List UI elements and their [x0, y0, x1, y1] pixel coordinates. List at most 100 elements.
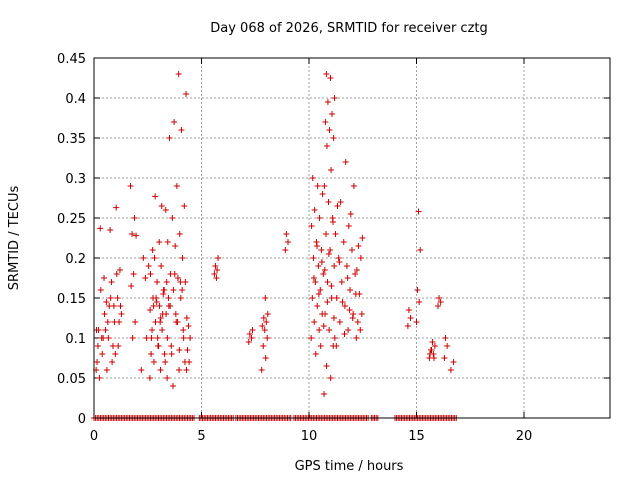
data-point — [358, 311, 365, 317]
data-point — [342, 159, 349, 165]
data-point — [417, 247, 424, 253]
data-point — [316, 327, 323, 333]
data-point — [164, 335, 171, 341]
data-point — [142, 275, 149, 281]
data-point — [245, 339, 252, 345]
data-point — [114, 295, 121, 301]
data-point — [414, 287, 421, 293]
data-point — [328, 295, 335, 301]
data-point — [308, 335, 315, 341]
data-point — [165, 295, 172, 301]
data-point — [327, 375, 334, 381]
data-point — [349, 315, 356, 321]
data-point — [145, 263, 152, 269]
data-point — [326, 127, 333, 133]
data-point — [310, 255, 317, 261]
data-point — [113, 204, 120, 211]
data-point — [171, 271, 178, 277]
data-point — [153, 299, 160, 305]
data-point — [183, 315, 190, 321]
data-point — [164, 239, 171, 245]
y-tick-label: 0.3 — [65, 172, 86, 187]
data-point — [310, 275, 317, 281]
data-point — [313, 243, 320, 249]
x-tick-label: 10 — [301, 429, 318, 444]
data-point — [317, 343, 324, 349]
data-point — [94, 359, 101, 365]
data-point — [128, 283, 135, 289]
data-point — [160, 291, 167, 297]
data-point — [321, 391, 328, 397]
data-point — [113, 271, 120, 277]
data-point — [325, 199, 332, 205]
data-point — [154, 279, 161, 285]
y-tick-label: 0.2 — [65, 252, 86, 267]
data-point — [437, 299, 444, 305]
data-point — [328, 283, 335, 289]
data-point — [442, 335, 449, 341]
data-point — [431, 343, 438, 349]
data-point — [436, 295, 443, 301]
data-point — [259, 323, 266, 329]
data-point — [149, 327, 156, 333]
data-point — [357, 255, 364, 261]
data-point — [308, 223, 315, 229]
data-point — [330, 315, 337, 321]
data-point — [97, 287, 104, 293]
data-point — [155, 343, 162, 349]
y-axis-label: SRMTID / TECUs — [7, 186, 22, 291]
data-point — [101, 275, 108, 281]
data-point — [335, 255, 342, 261]
data-point — [168, 351, 175, 357]
x-axis-label: GPS time / hours — [295, 459, 404, 474]
data-point — [99, 351, 106, 357]
data-point — [130, 271, 137, 277]
data-point — [102, 327, 109, 333]
data-point — [426, 351, 433, 357]
data-point — [355, 243, 362, 249]
y-tick-label: 0.45 — [57, 52, 86, 67]
data-point — [161, 351, 168, 357]
data-point — [116, 319, 123, 325]
data-point — [283, 231, 290, 237]
data-point — [174, 319, 181, 325]
data-point — [118, 311, 125, 317]
data-point — [104, 319, 111, 325]
data-point — [96, 375, 103, 381]
data-point — [249, 327, 256, 333]
data-point — [318, 247, 325, 253]
data-point — [138, 367, 145, 373]
data-point — [312, 279, 319, 285]
data-point — [112, 351, 119, 357]
data-point — [260, 315, 267, 321]
data-point — [336, 259, 343, 265]
data-point — [175, 71, 182, 77]
data-point — [262, 295, 269, 301]
data-point — [109, 343, 116, 349]
data-point — [156, 303, 163, 309]
data-point — [157, 367, 164, 373]
data-point — [215, 255, 222, 261]
data-point — [116, 267, 123, 273]
data-point — [407, 315, 414, 321]
data-point — [101, 311, 108, 317]
data-point — [322, 311, 329, 317]
data-point — [311, 319, 318, 325]
data-point — [212, 263, 219, 269]
data-point — [183, 367, 190, 373]
data-point — [428, 347, 435, 353]
x-tick-label: 0 — [90, 429, 98, 444]
data-point — [94, 343, 101, 349]
data-point — [322, 231, 329, 237]
data-point — [316, 215, 323, 221]
data-point — [156, 239, 163, 245]
data-point — [140, 255, 147, 261]
data-point — [258, 367, 265, 373]
data-point — [330, 135, 337, 141]
data-point — [321, 183, 328, 189]
data-point — [178, 127, 185, 133]
data-point — [327, 75, 334, 81]
data-point — [450, 359, 457, 365]
data-point — [176, 367, 183, 373]
data-point — [132, 319, 139, 325]
